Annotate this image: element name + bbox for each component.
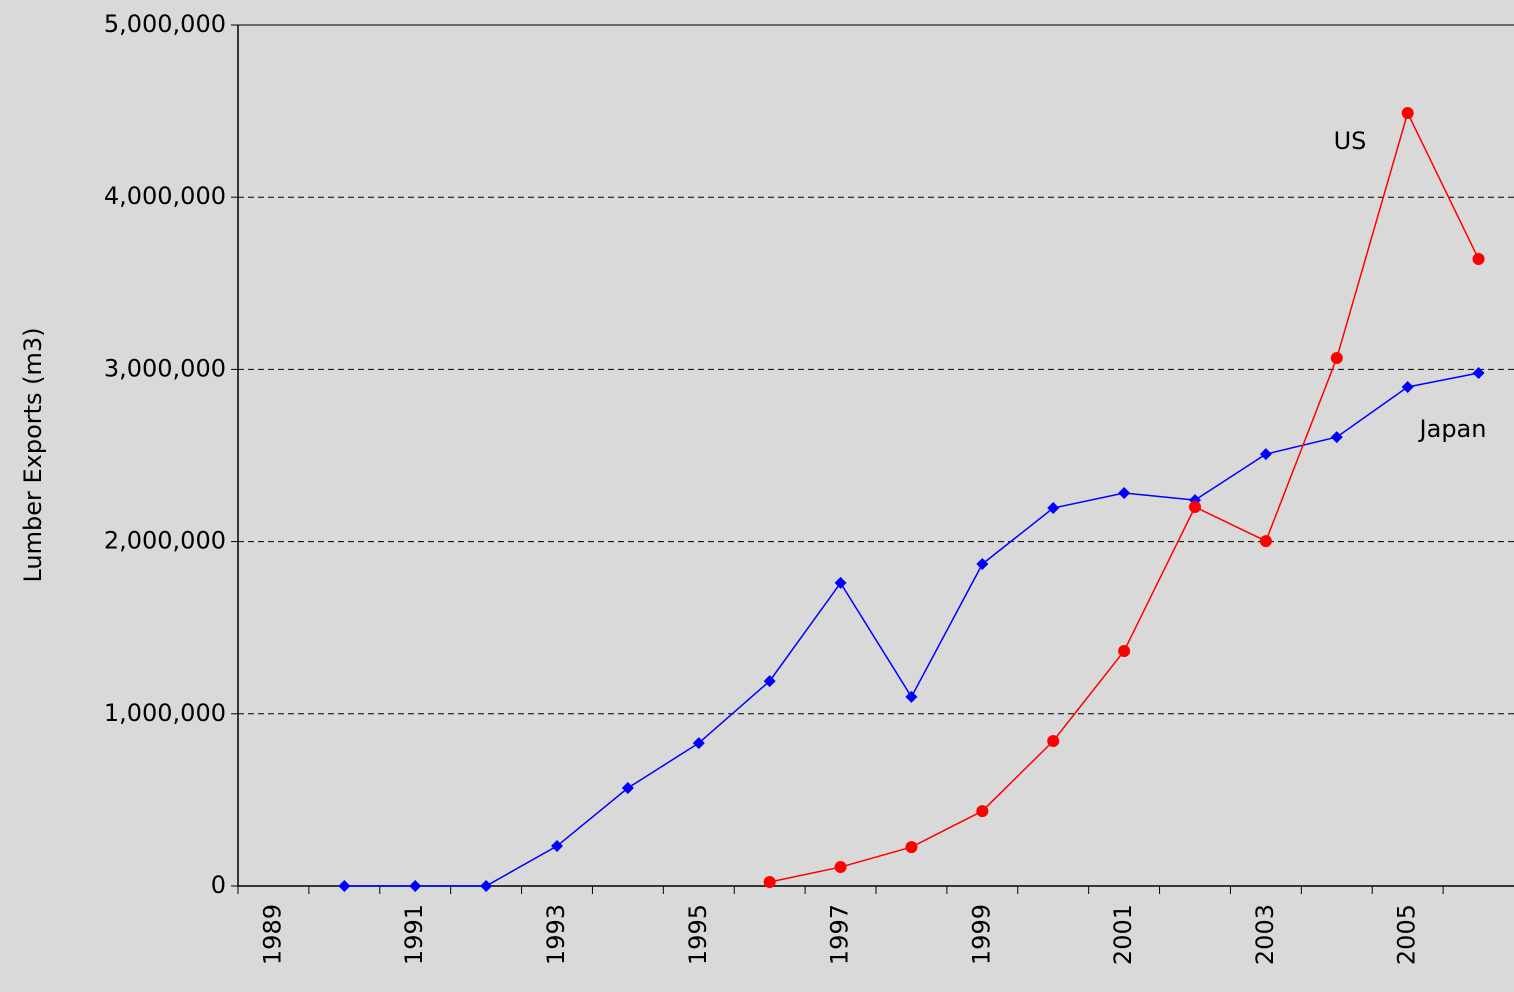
data-point bbox=[905, 841, 918, 854]
data-point bbox=[692, 737, 705, 750]
y-tick-label: 5,000,000 bbox=[104, 10, 226, 38]
data-point bbox=[1401, 106, 1414, 119]
y-axis-label: Lumber Exports (m3) bbox=[19, 327, 47, 582]
x-tick-label: 1999 bbox=[967, 904, 995, 965]
data-point bbox=[1472, 253, 1485, 266]
data-point bbox=[338, 880, 351, 892]
x-tick-label: 1995 bbox=[684, 904, 712, 965]
data-point bbox=[834, 861, 847, 874]
x-tick-label: 2005 bbox=[1393, 904, 1421, 965]
data-point bbox=[551, 840, 563, 853]
data-point bbox=[480, 880, 493, 892]
x-tick-label: 1991 bbox=[400, 904, 428, 965]
y-tick-label: 4,000,000 bbox=[104, 182, 226, 210]
x-tick-label: 1993 bbox=[542, 904, 570, 965]
annotation: US bbox=[1334, 127, 1367, 155]
annotation: Japan bbox=[1418, 415, 1487, 443]
data-point bbox=[1047, 502, 1060, 515]
data-point bbox=[1472, 367, 1485, 380]
data-point bbox=[1259, 448, 1272, 461]
data-point bbox=[1330, 431, 1343, 444]
data-point bbox=[1118, 487, 1131, 500]
data-point bbox=[1047, 735, 1060, 748]
x-tick-label: 2001 bbox=[1109, 904, 1137, 965]
x-tick-label: 1997 bbox=[826, 904, 854, 965]
data-point bbox=[621, 782, 634, 795]
data-point bbox=[905, 690, 918, 703]
data-point bbox=[1118, 644, 1131, 657]
data-point bbox=[834, 576, 847, 589]
y-tick-label: 2,000,000 bbox=[104, 527, 226, 555]
data-point bbox=[1401, 380, 1414, 393]
y-tick-label: 1,000,000 bbox=[104, 699, 226, 727]
x-tick-label: 1989 bbox=[258, 904, 286, 965]
data-point bbox=[763, 675, 776, 688]
data-point bbox=[1259, 535, 1272, 548]
y-tick-label: 0 bbox=[211, 871, 226, 899]
data-point bbox=[409, 880, 422, 892]
data-point bbox=[763, 876, 776, 889]
x-tick-label: 2003 bbox=[1251, 904, 1279, 965]
y-tick-label: 3,000,000 bbox=[104, 354, 226, 382]
data-point bbox=[1330, 352, 1343, 365]
data-point bbox=[976, 557, 989, 570]
data-point bbox=[1189, 500, 1201, 513]
data-point bbox=[976, 805, 989, 818]
series-line bbox=[344, 372, 1479, 887]
